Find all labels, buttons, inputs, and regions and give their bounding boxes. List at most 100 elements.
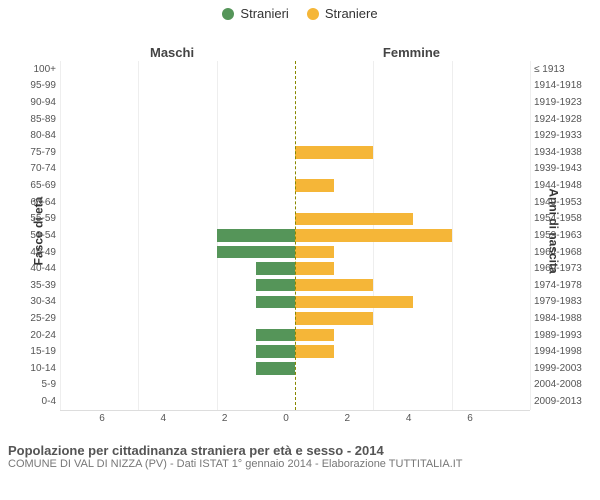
bar-female	[295, 329, 334, 342]
row-bars	[60, 260, 530, 277]
age-label: 95-99	[14, 80, 60, 91]
x-tick: 0	[283, 413, 289, 424]
age-label: 55-59	[14, 213, 60, 224]
age-label: 35-39	[14, 280, 60, 291]
row-bars	[60, 78, 530, 95]
row-bars	[60, 211, 530, 228]
birth-year-label: 1914-1918	[530, 80, 594, 91]
data-row: 40-44 1969-1973	[14, 260, 594, 277]
row-bars	[60, 310, 530, 327]
birth-year-label: 1919-1923	[530, 97, 594, 108]
plot-area: 100+≤ 191395-991914-191890-941919-192385…	[60, 61, 530, 411]
age-label: 60-64	[14, 197, 60, 208]
age-label: 45-49	[14, 247, 60, 258]
age-label: 80-84	[14, 130, 60, 141]
data-row: 100+≤ 1913	[14, 61, 594, 78]
age-label: 25-29	[14, 313, 60, 324]
row-bars	[60, 61, 530, 78]
data-row: 15-19 1994-1998	[14, 343, 594, 360]
age-label: 75-79	[14, 147, 60, 158]
row-bars	[60, 277, 530, 294]
birth-year-label: 1994-1998	[530, 346, 594, 357]
data-row: 90-94 1919-1923	[14, 94, 594, 111]
chart-container: Stranieri Straniere Maschi Femmine Fasce…	[0, 0, 600, 500]
birth-year-label: 1939-1943	[530, 163, 594, 174]
data-row: 80-841929-1933	[14, 127, 594, 144]
x-tick: 4	[406, 413, 412, 424]
age-label: 20-24	[14, 330, 60, 341]
age-label: 30-34	[14, 296, 60, 307]
data-row: 50-54 1959-1963	[14, 227, 594, 244]
data-row: 10-14 1999-2003	[14, 360, 594, 377]
row-bars	[60, 94, 530, 111]
birth-year-label: 1959-1963	[530, 230, 594, 241]
footer-subtitle: COMUNE DI VAL DI NIZZA (PV) - Dati ISTAT…	[8, 458, 594, 470]
age-label: 0-4	[14, 396, 60, 407]
birth-year-label: 1934-1938	[530, 147, 594, 158]
birth-year-label: 1974-1978	[530, 280, 594, 291]
data-row: 35-39 1974-1978	[14, 277, 594, 294]
legend-label-female: Straniere	[325, 6, 378, 21]
row-bars	[60, 227, 530, 244]
row-bars	[60, 377, 530, 394]
birth-year-label: 2009-2013	[530, 396, 594, 407]
data-row: 30-341979-1983	[14, 294, 594, 311]
age-label: 90-94	[14, 97, 60, 108]
legend-item-female: Straniere	[307, 6, 378, 21]
x-tick: 2	[222, 413, 228, 424]
birth-year-label: 1949-1953	[530, 197, 594, 208]
bar-male	[217, 229, 295, 242]
bar-female	[295, 279, 373, 292]
bar-female	[295, 262, 334, 275]
bar-male	[256, 279, 295, 292]
data-row: 65-691944-1948	[14, 177, 594, 194]
data-row: 20-24 1989-1993	[14, 327, 594, 344]
footer: Popolazione per cittadinanza straniera p…	[0, 441, 600, 470]
row-bars	[60, 127, 530, 144]
data-row: 85-891924-1928	[14, 111, 594, 128]
bar-female	[295, 345, 334, 358]
data-row: 0-4 2009-2013	[14, 393, 594, 410]
row-bars	[60, 177, 530, 194]
row-bars	[60, 393, 530, 410]
data-row: 95-99 1914-1918	[14, 78, 594, 95]
birth-year-label: 1954-1958	[530, 213, 594, 224]
data-row: 25-29 1984-1988	[14, 310, 594, 327]
birth-year-label: 1999-2003	[530, 363, 594, 374]
x-axis: 6420246	[102, 413, 470, 427]
bar-male	[256, 362, 295, 375]
column-header-female: Femmine	[383, 45, 440, 60]
age-label: 65-69	[14, 180, 60, 191]
row-bars	[60, 111, 530, 128]
age-label: 10-14	[14, 363, 60, 374]
age-label: 15-19	[14, 346, 60, 357]
birth-year-label: 1989-1993	[530, 330, 594, 341]
bar-male	[217, 246, 295, 259]
birth-year-label: 1964-1968	[530, 247, 594, 258]
data-row: 60-64 1949-1953	[14, 194, 594, 211]
birth-year-label: 1984-1988	[530, 313, 594, 324]
row-bars	[60, 144, 530, 161]
chart-area: Maschi Femmine Fasce di età Anni di nasc…	[0, 21, 600, 441]
row-bars	[60, 327, 530, 344]
row-bars	[60, 294, 530, 311]
x-tick: 6	[99, 413, 105, 424]
age-label: 40-44	[14, 263, 60, 274]
bar-male	[256, 329, 295, 342]
age-label: 50-54	[14, 230, 60, 241]
legend-swatch-male	[222, 8, 234, 20]
legend-item-male: Stranieri	[222, 6, 288, 21]
bar-male	[256, 296, 295, 309]
row-bars	[60, 360, 530, 377]
data-row: 45-49 1964-1968	[14, 244, 594, 261]
bar-female	[295, 146, 373, 159]
age-label: 100+	[14, 64, 60, 75]
footer-title: Popolazione per cittadinanza straniera p…	[8, 443, 594, 458]
birth-year-label: 1924-1928	[530, 114, 594, 125]
birth-year-label: 1969-1973	[530, 263, 594, 274]
x-tick: 2	[345, 413, 351, 424]
bar-female	[295, 296, 413, 309]
bar-female	[295, 229, 452, 242]
legend-label-male: Stranieri	[240, 6, 288, 21]
data-row: 75-79 1934-1938	[14, 144, 594, 161]
